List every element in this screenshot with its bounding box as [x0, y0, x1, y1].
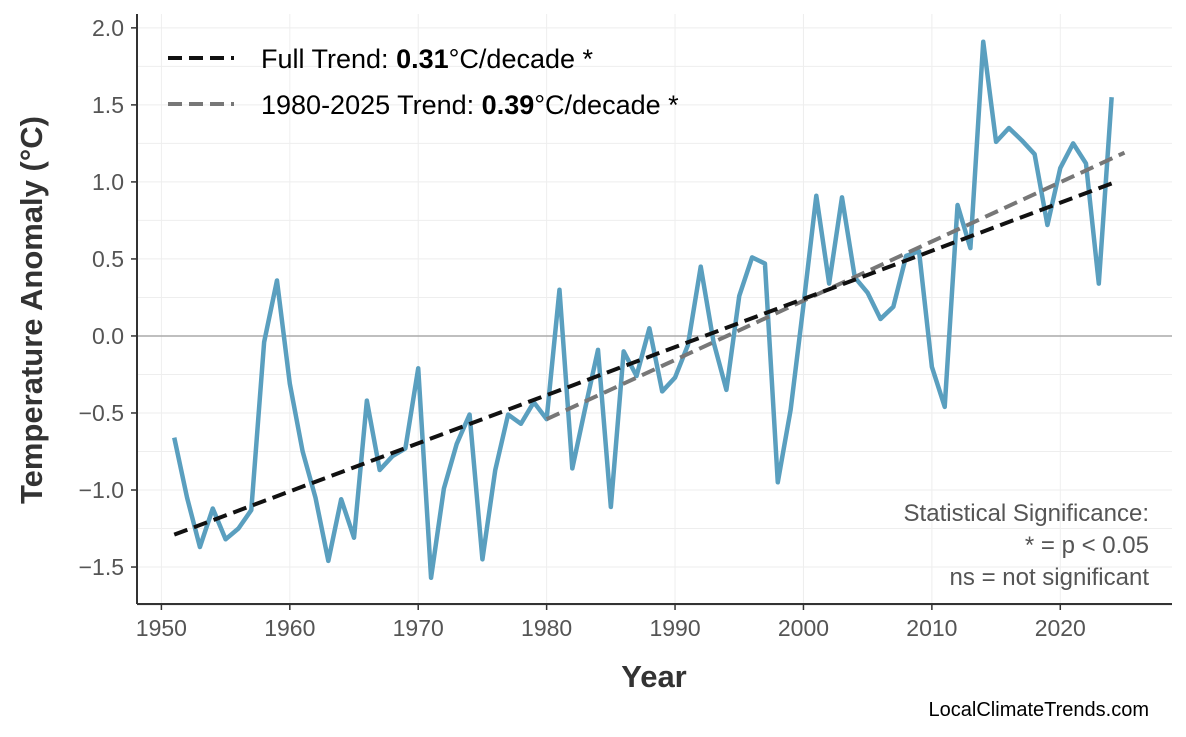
y-tick-label: 0.5	[92, 246, 124, 272]
y-tick-label: 1.0	[92, 169, 124, 195]
significance-note: Statistical Significance: * = p < 0.05 n…	[904, 500, 1150, 591]
y-tick-label: −1.0	[79, 477, 124, 503]
legend-label-1980-trend: 1980-2025 Trend: 0.39°C/decade *	[261, 90, 679, 120]
x-tick-label: 1980	[521, 615, 572, 641]
credit: LocalClimateTrends.com	[929, 699, 1149, 721]
grid	[137, 14, 1172, 607]
x-tick-label: 2020	[1035, 615, 1086, 641]
x-tick-label: 2010	[906, 615, 957, 641]
series	[172, 39, 1114, 581]
x-tick-label: 1950	[136, 615, 187, 641]
significance-ns: ns = not significant	[950, 564, 1150, 591]
y-tick-label: 0.0	[92, 323, 124, 349]
x-axis-label: Year	[621, 659, 687, 694]
x-tick-label: 2000	[778, 615, 829, 641]
y-tick-label: −1.5	[79, 554, 124, 580]
x-tick-label: 1990	[649, 615, 700, 641]
ticks: 1950 1960 1970 1980 1990 2000 2010 2020 −1.5 −1.0…	[79, 15, 1086, 641]
y-tick-label: 1.5	[92, 92, 124, 118]
y-axis-label: Temperature Anomaly (°C)	[14, 116, 49, 504]
legend: Full Trend: 0.31°C/decade * 1980-2025 Tr…	[168, 44, 679, 120]
trend-lines	[173, 150, 1126, 537]
significance-title: Statistical Significance:	[904, 500, 1149, 527]
y-tick-label: −0.5	[79, 400, 124, 426]
series-line	[172, 39, 1114, 581]
y-tick-label: 2.0	[92, 15, 124, 41]
x-tick-label: 1970	[393, 615, 444, 641]
legend-label-full-trend: Full Trend: 0.31°C/decade *	[261, 44, 594, 74]
x-tick-label: 1960	[264, 615, 315, 641]
significance-p: * = p < 0.05	[1025, 532, 1149, 559]
